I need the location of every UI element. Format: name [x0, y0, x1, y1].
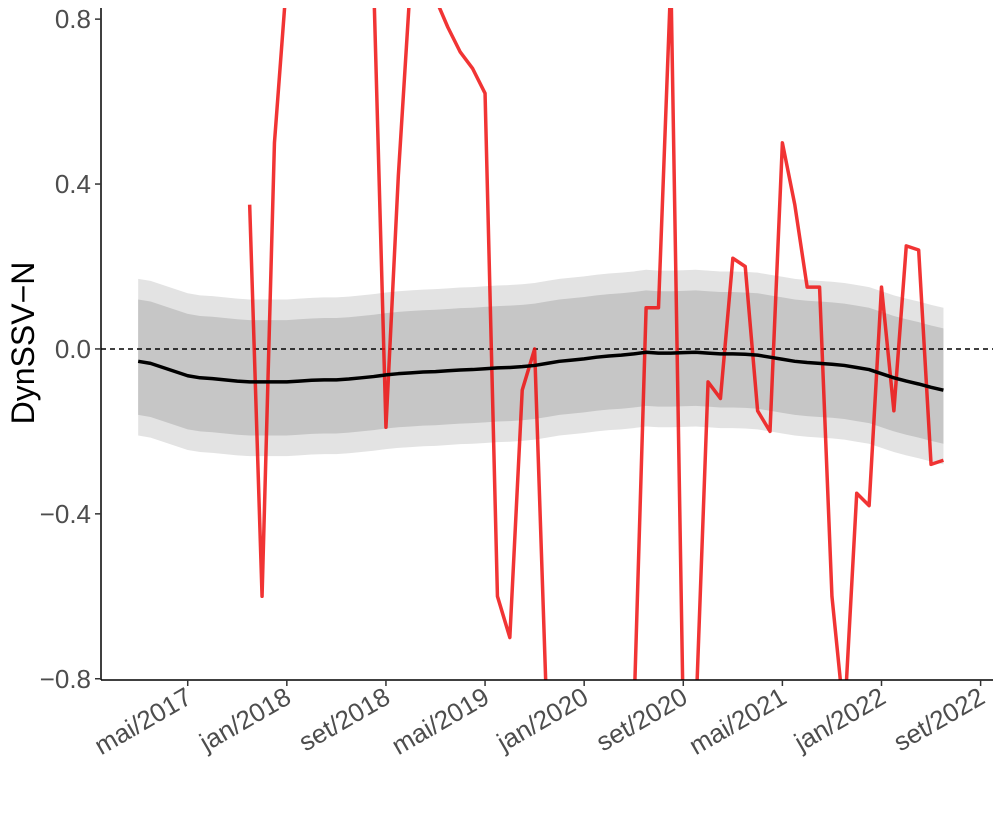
y-axis-label: DynSSV−N: [5, 262, 41, 425]
x-tick-label: jan/2018: [194, 681, 296, 757]
series-line: [137, 350, 944, 392]
x-tick-label: mai/2021: [684, 681, 792, 760]
series-line: [247, 8, 944, 680]
plot-area: [101, 8, 993, 680]
x-tick-label: jan/2020: [491, 681, 593, 757]
band: [138, 290, 944, 444]
y-tick-label: 0.4: [55, 169, 91, 199]
y-tick-label: −0.8: [40, 664, 91, 694]
x-tick-label: jan/2022: [788, 681, 890, 757]
y-tick-label: 0.8: [55, 4, 91, 34]
x-tick-label: mai/2017: [89, 681, 197, 760]
x-tick-label: set/2018: [294, 681, 395, 757]
y-tick-label: −0.4: [40, 499, 91, 529]
x-tick-label: set/2020: [591, 681, 692, 757]
x-tick-label: mai/2019: [386, 681, 494, 760]
y-tick-label: 0.0: [55, 334, 91, 364]
x-tick-label: set/2022: [888, 681, 989, 757]
